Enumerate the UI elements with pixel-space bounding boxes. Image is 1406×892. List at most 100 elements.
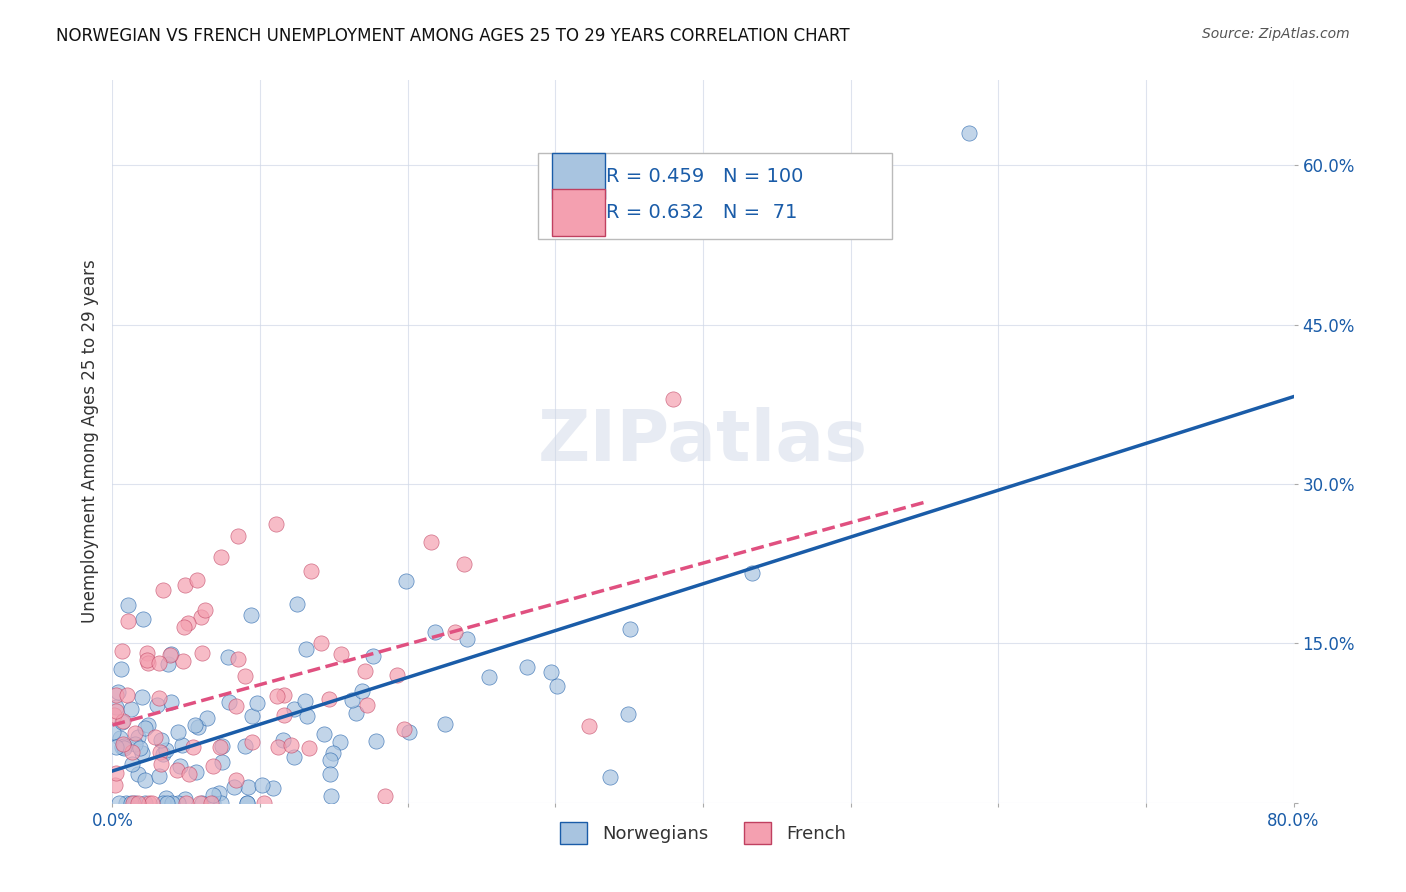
- FancyBboxPatch shape: [537, 153, 891, 239]
- French: [115, 688, 138, 702]
- Norwegians: [111, 739, 134, 754]
- French: [138, 796, 160, 810]
- French: [299, 564, 322, 578]
- French: [127, 796, 149, 810]
- French: [253, 796, 276, 810]
- Norwegians: [121, 756, 143, 771]
- Norwegians: [159, 696, 181, 710]
- French: [273, 707, 295, 722]
- French: [186, 574, 208, 588]
- French: [105, 765, 128, 780]
- French: [356, 698, 378, 713]
- Norwegians: [366, 733, 388, 747]
- Norwegians: [124, 737, 146, 751]
- Norwegians: [361, 648, 384, 663]
- Norwegians: [155, 791, 177, 805]
- French: [188, 796, 211, 810]
- Norwegians: [184, 764, 207, 779]
- French: [264, 516, 287, 531]
- French: [172, 654, 194, 668]
- French: [121, 745, 143, 759]
- Norwegians: [127, 731, 149, 745]
- French: [105, 688, 128, 702]
- French: [280, 738, 302, 752]
- Norwegians: [108, 731, 131, 746]
- French: [453, 557, 475, 571]
- French: [150, 757, 173, 772]
- French: [578, 719, 600, 733]
- French: [148, 657, 170, 671]
- Norwegians: [319, 753, 342, 767]
- Norwegians: [217, 649, 239, 664]
- French: [141, 796, 163, 810]
- Norwegians: [741, 566, 763, 580]
- French: [374, 789, 396, 804]
- Norwegians: [208, 786, 231, 800]
- Legend: Norwegians, French: Norwegians, French: [553, 815, 853, 852]
- Norwegians: [395, 574, 418, 589]
- Norwegians: [134, 796, 156, 810]
- Norwegians: [294, 641, 316, 656]
- Norwegians: [170, 738, 193, 752]
- French: [176, 796, 198, 810]
- Norwegians: [319, 766, 342, 780]
- French: [104, 778, 127, 792]
- Norwegians: [120, 702, 142, 716]
- Norwegians: [423, 625, 446, 640]
- Norwegians: [295, 709, 318, 723]
- Norwegians: [108, 796, 131, 810]
- Norwegians: [155, 743, 177, 757]
- Norwegians: [202, 796, 225, 810]
- French: [112, 738, 135, 752]
- French: [208, 740, 231, 755]
- Norwegians: [160, 796, 183, 810]
- French: [233, 668, 256, 682]
- FancyBboxPatch shape: [551, 188, 605, 235]
- Norwegians: [224, 780, 246, 794]
- Norwegians: [105, 740, 128, 755]
- Norwegians: [191, 796, 214, 810]
- French: [121, 796, 143, 810]
- French: [392, 723, 415, 737]
- French: [200, 796, 222, 810]
- Norwegians: [145, 698, 167, 713]
- Norwegians: [115, 796, 138, 810]
- Norwegians: [112, 739, 135, 754]
- French: [149, 745, 172, 759]
- Norwegians: [156, 796, 179, 810]
- Norwegians: [322, 746, 344, 760]
- Norwegians: [131, 690, 153, 705]
- Norwegians: [131, 612, 153, 626]
- French: [273, 688, 295, 702]
- French: [177, 616, 200, 631]
- Norwegians: [167, 725, 190, 739]
- French: [225, 699, 247, 714]
- Norwegians: [478, 670, 501, 684]
- Norwegians: [236, 796, 259, 810]
- Norwegians: [285, 597, 308, 611]
- FancyBboxPatch shape: [551, 153, 605, 200]
- Norwegians: [120, 796, 142, 810]
- French: [385, 668, 408, 682]
- Norwegians: [456, 632, 478, 646]
- Norwegians: [344, 706, 367, 720]
- Norwegians: [236, 796, 259, 810]
- Norwegians: [619, 622, 641, 636]
- French: [298, 741, 321, 756]
- Norwegians: [233, 739, 256, 754]
- French: [181, 739, 204, 754]
- Norwegians: [546, 679, 568, 693]
- Norwegians: [150, 733, 173, 747]
- French: [103, 708, 125, 723]
- Text: R = 0.459   N = 100: R = 0.459 N = 100: [606, 167, 804, 186]
- French: [226, 652, 249, 666]
- Norwegians: [156, 657, 179, 671]
- French: [240, 734, 263, 748]
- Text: R = 0.632   N =  71: R = 0.632 N = 71: [606, 203, 797, 222]
- Norwegians: [252, 777, 274, 791]
- French: [266, 689, 288, 703]
- French: [267, 739, 290, 754]
- Norwegians: [195, 711, 218, 725]
- French: [117, 614, 139, 628]
- French: [135, 646, 157, 660]
